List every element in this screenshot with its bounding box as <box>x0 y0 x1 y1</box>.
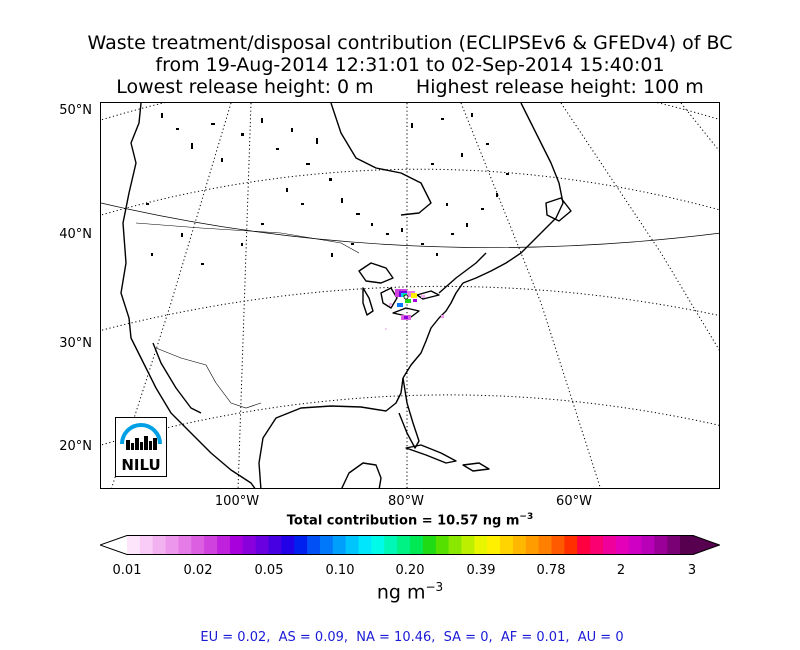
graticule-meridians <box>111 103 719 488</box>
colorbar-segment <box>268 535 282 555</box>
colorbar-tick-6: 0.78 <box>536 563 566 578</box>
graticule-latitudes <box>101 103 719 446</box>
colorbar-segment <box>165 535 180 555</box>
colorbar-segment <box>178 535 192 555</box>
colorbar-segment <box>602 535 617 555</box>
colorbar-segment <box>487 535 501 555</box>
colorbar-tick-3: 0.10 <box>325 563 355 578</box>
colorbar-segment <box>217 535 231 555</box>
colorbar-segment <box>628 535 643 555</box>
colorbar-segment <box>242 535 257 555</box>
colorbar-segment <box>384 535 398 555</box>
colorbar-segment <box>294 535 308 555</box>
title-line-3: Lowest release height: 0 m Highest relea… <box>116 76 704 98</box>
colorbar-over-triangle <box>693 535 720 555</box>
colorbar-segment <box>229 535 244 555</box>
colorbar-segment <box>680 535 694 555</box>
colorbar-segment <box>358 535 373 555</box>
colorbar-segment <box>397 535 411 555</box>
colorbar-segment <box>255 535 270 555</box>
colorbar-segment <box>474 535 488 555</box>
reference-circle <box>101 202 719 248</box>
colorbar-segment <box>654 535 668 555</box>
colorbar-outline <box>100 535 720 555</box>
colorbar-tick-2: 0.05 <box>254 563 284 578</box>
lon-label-60w: 60°W <box>556 494 592 509</box>
colorbar-segment <box>512 535 527 555</box>
colorbar-segment <box>281 535 295 555</box>
colorbar-segment <box>435 535 450 555</box>
colorbar-under-triangle <box>100 535 127 555</box>
colorbar-segment <box>500 535 514 555</box>
colorbar-tick-8: 3 <box>687 563 697 578</box>
colorbar-segment <box>564 535 578 555</box>
total-contribution-exponent: −3 <box>519 512 534 522</box>
lakes-speckle <box>146 113 509 265</box>
map-panel <box>100 102 720 489</box>
nilu-logo-text: NILU <box>121 456 161 474</box>
colorbar-segment <box>204 535 218 555</box>
colorbar-segment <box>422 535 437 555</box>
colorbar-segment <box>191 535 205 555</box>
concentration-plume <box>385 289 444 330</box>
colorbar-unit-text: ng m <box>376 581 426 604</box>
total-contribution-text: Total contribution = 10.57 ng m <box>286 513 520 529</box>
colorbar-segment <box>538 535 553 555</box>
colorbar-segment <box>152 535 167 555</box>
colorbar-segment <box>590 535 604 555</box>
lat-label-30: 30°N <box>59 336 92 351</box>
nilu-logo-icon <box>120 423 162 450</box>
colorbar-segment <box>332 535 347 555</box>
colorbar <box>100 535 720 555</box>
regional-contributions: EU = 0.02, AS = 0.09, NA = 10.46, SA = 0… <box>200 630 624 645</box>
map-svg <box>101 103 719 488</box>
colorbar-segment <box>307 535 321 555</box>
colorbar-segment <box>345 535 360 555</box>
colorbar-unit: ng m−3 <box>0 580 800 603</box>
colorbar-tick-1: 0.02 <box>183 563 213 578</box>
colorbar-segment <box>127 535 141 555</box>
colorbar-segment <box>139 535 154 555</box>
lon-label-100w: 100°W <box>214 494 260 509</box>
colorbar-segment <box>525 535 540 555</box>
colorbar-tick-7: 2 <box>616 563 626 578</box>
colorbar-segment <box>577 535 591 555</box>
coastlines <box>120 103 572 488</box>
colorbar-segment <box>319 535 334 555</box>
colorbar-tick-0: 0.01 <box>112 563 142 578</box>
colorbar-segment <box>551 535 565 555</box>
colorbar-segment <box>461 535 475 555</box>
colorbar-segment <box>667 535 681 555</box>
lat-label-50: 50°N <box>59 103 92 118</box>
colorbar-segment <box>448 535 463 555</box>
colorbar-unit-exponent: −3 <box>425 580 444 594</box>
lon-label-80w: 80°W <box>388 494 424 509</box>
borders <box>135 222 360 409</box>
colorbar-segment <box>615 535 630 555</box>
title-line-2: from 19-Aug-2014 12:31:01 to 02-Sep-2014… <box>155 54 665 76</box>
colorbar-segment <box>410 535 424 555</box>
total-contribution: Total contribution = 10.57 ng m−3 <box>0 512 800 528</box>
nilu-logo: NILU <box>115 417 167 477</box>
lat-label-40: 40°N <box>59 227 92 242</box>
colorbar-tick-4: 0.20 <box>395 563 425 578</box>
colorbar-tick-5: 0.39 <box>466 563 496 578</box>
lat-label-20: 20°N <box>59 439 92 454</box>
title-line-1: Waste treatment/disposal contribution (E… <box>87 32 733 54</box>
colorbar-segment <box>641 535 656 555</box>
colorbar-segment <box>371 535 385 555</box>
